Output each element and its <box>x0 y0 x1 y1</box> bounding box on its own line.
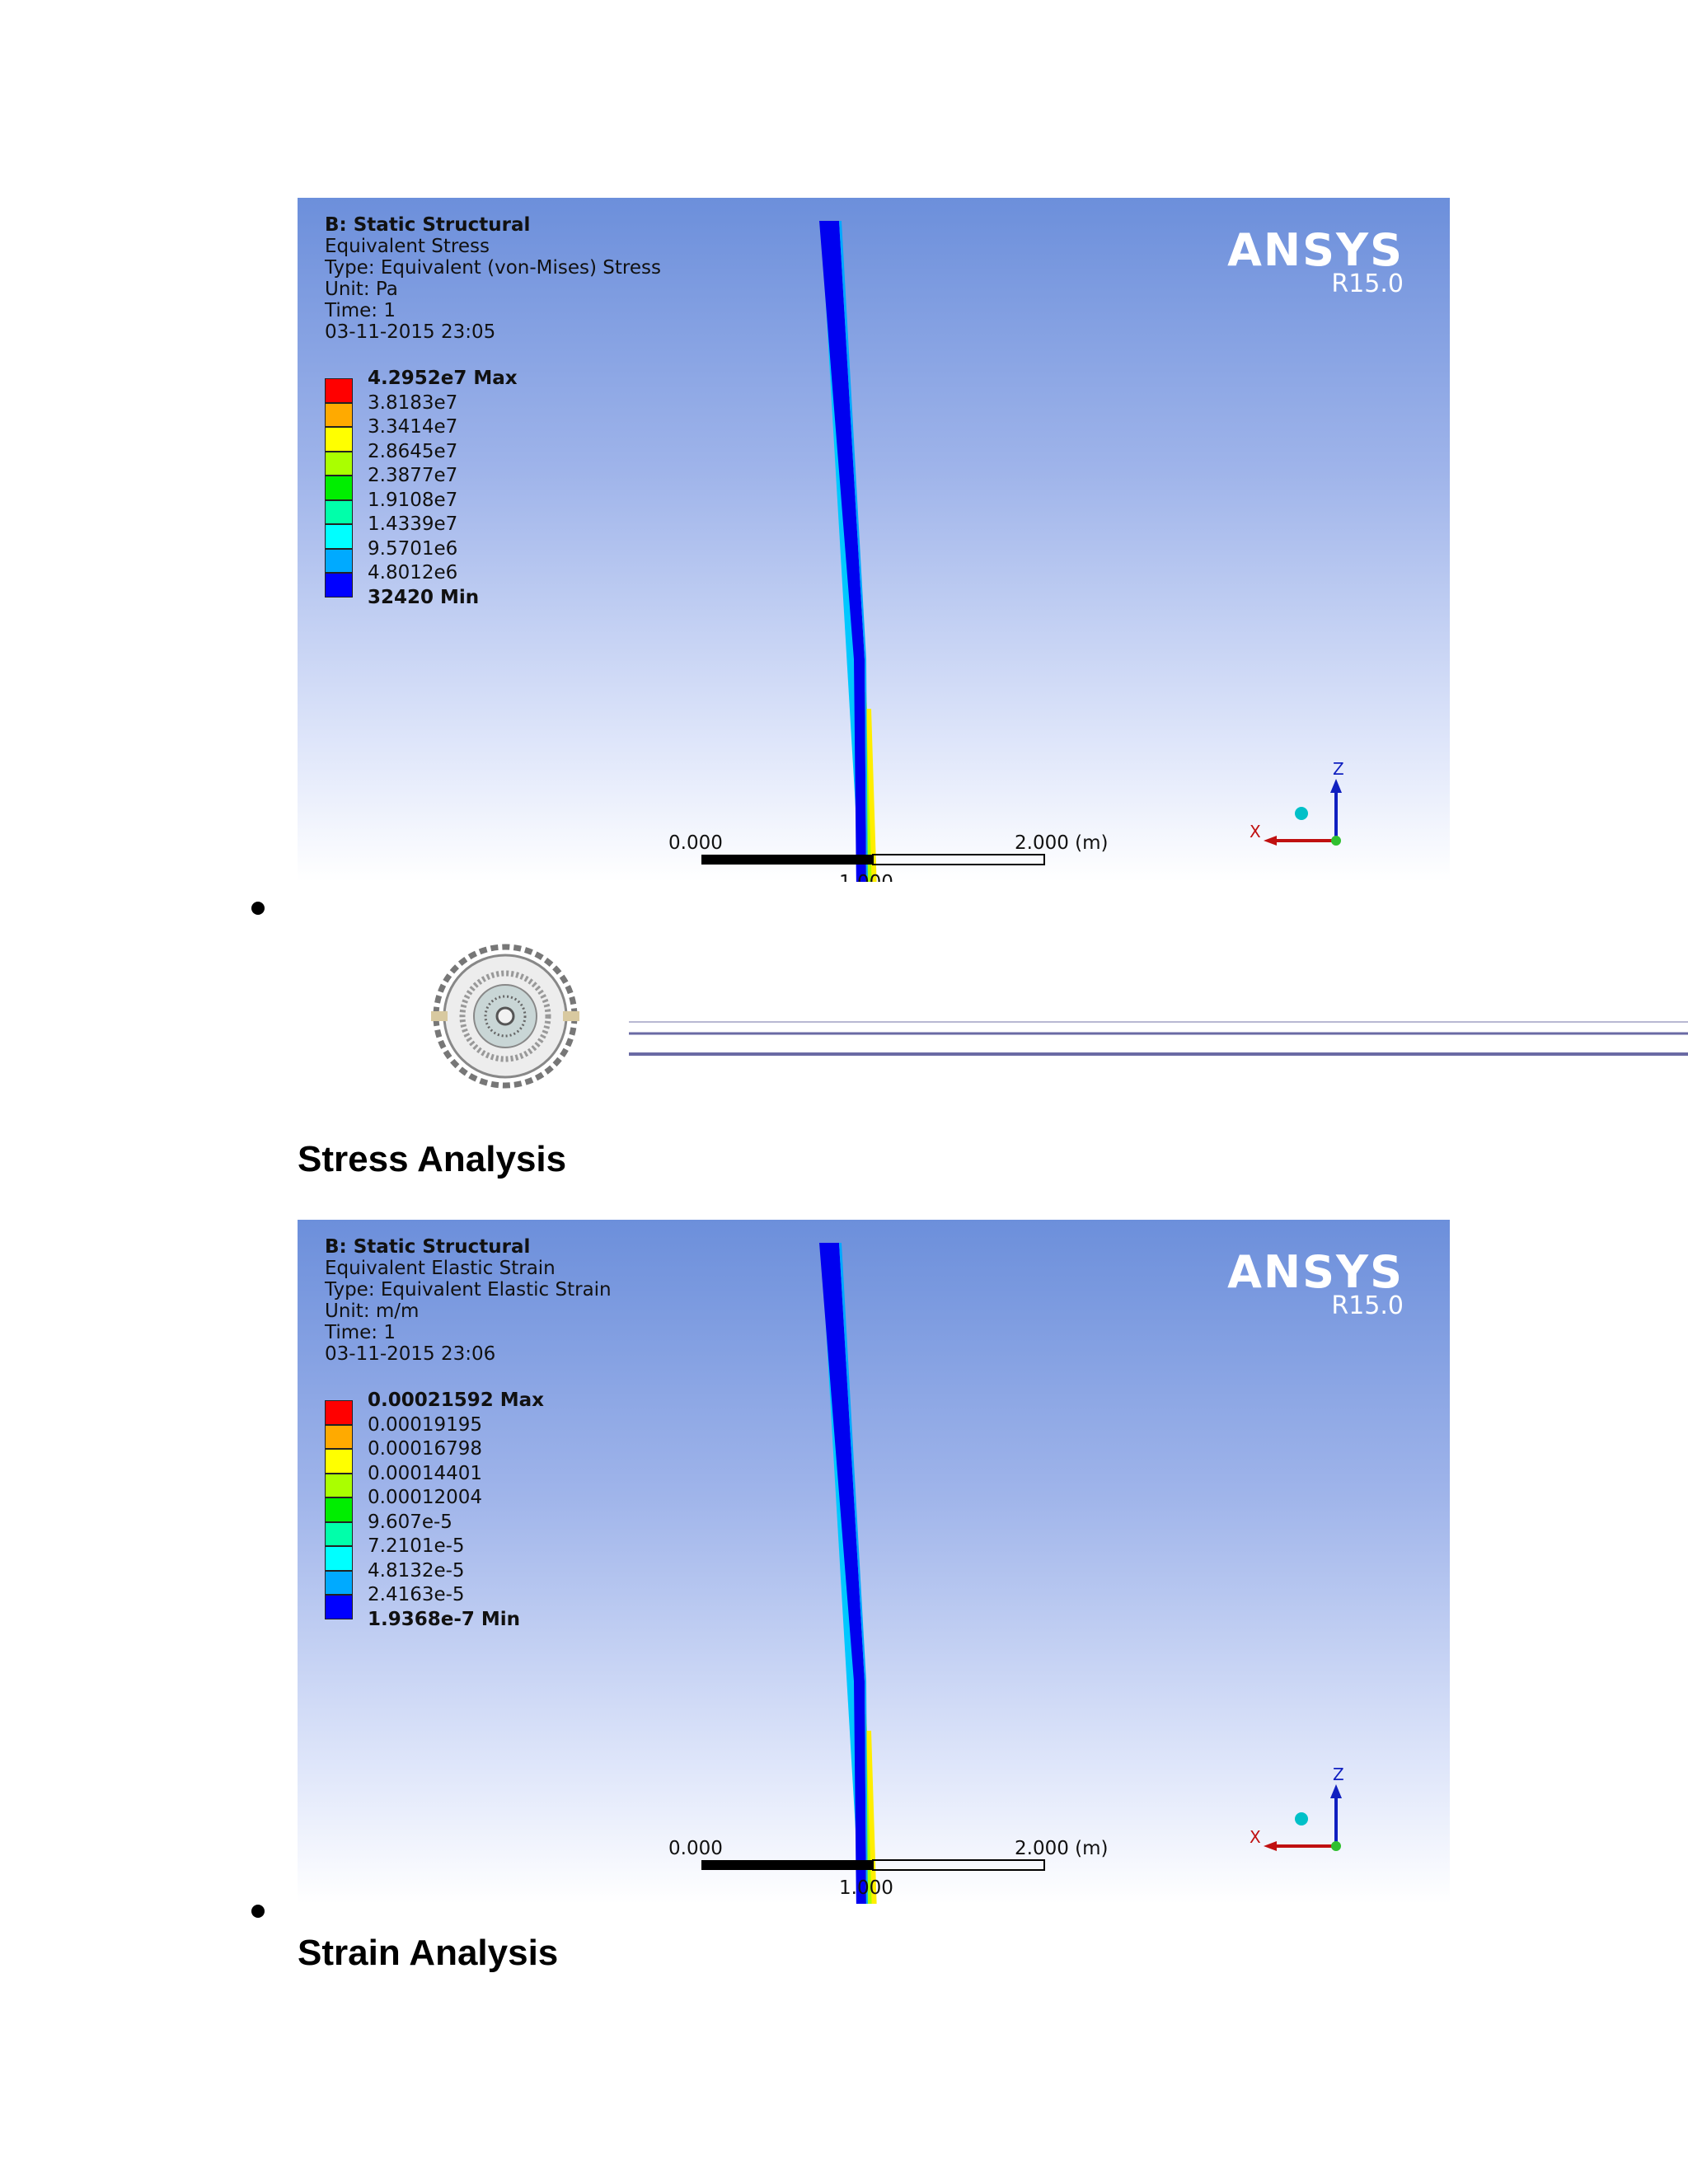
legend-swatch <box>325 499 353 524</box>
legend-label: 2.4163e-5 <box>368 1584 465 1605</box>
legend-swatch <box>325 476 353 500</box>
result-date: 03-11-2015 23:05 <box>325 321 496 343</box>
bullet-marker <box>251 902 265 915</box>
scale-bar: 0.000 2.000 (m) 1.000 <box>668 1838 1109 1899</box>
legend-label: 0.00019195 <box>368 1413 483 1436</box>
brand-name: ANSYS <box>1227 224 1404 276</box>
scale-bar: 0.000 2.000 (m) 1.000 <box>668 832 1109 882</box>
legend-swatch <box>325 1595 353 1619</box>
strain-result-viewport: B: Static Structural Equivalent Elastic … <box>298 1220 1450 1904</box>
bullet-marker <box>251 1905 265 1918</box>
legend-label: 3.8183e7 <box>368 391 458 414</box>
header-rule <box>629 1021 1688 1056</box>
legend-label: 1.9108e7 <box>368 489 458 511</box>
legend-label: 4.2952e7 Max <box>368 368 518 389</box>
legend-swatch <box>325 1473 353 1497</box>
scale-label-left: 0.000 <box>668 832 723 854</box>
legend-swatch <box>325 573 353 598</box>
legend-swatch <box>325 1570 353 1595</box>
result-info: B: Static Structural Equivalent Elastic … <box>325 1236 612 1365</box>
scale-label-right: 2.000 (m) <box>1015 832 1109 854</box>
result-unit: Unit: m/m <box>325 1301 420 1322</box>
result-info: B: Static Structural Equivalent Stress T… <box>325 214 661 343</box>
legend-swatch <box>325 524 353 549</box>
legend-label: 0.00016798 <box>368 1438 483 1460</box>
legend-swatch <box>325 548 353 573</box>
result-date: 03-11-2015 23:06 <box>325 1343 496 1365</box>
legend-label: 2.8645e7 <box>368 440 458 462</box>
legend-swatch <box>325 1497 353 1522</box>
legend-swatch <box>325 1449 353 1474</box>
legend-label: 4.8012e6 <box>368 562 458 583</box>
legend-label: 0.00014401 <box>368 1462 483 1484</box>
legend-label: 0.00012004 <box>368 1487 483 1508</box>
analysis-title: B: Static Structural <box>325 1236 531 1258</box>
brand-name: ANSYS <box>1227 1246 1404 1298</box>
result-type: Type: Equivalent Elastic Strain <box>325 1279 612 1301</box>
legend-label: 32420 Min <box>368 586 480 608</box>
legend-label: 2.3877e7 <box>368 465 458 486</box>
legend-swatch <box>325 1546 353 1571</box>
legend-swatch <box>325 1400 353 1425</box>
x-axis-label: X <box>1250 822 1261 841</box>
brand-version: R15.0 <box>1331 269 1404 298</box>
z-axis-label: Z <box>1333 759 1344 779</box>
legend-label: 1.4339e7 <box>368 513 458 535</box>
legend-swatch <box>325 402 353 427</box>
legend-label: 9.607e-5 <box>368 1511 452 1533</box>
ansys-logo: ANSYS R15.0 <box>1227 224 1404 298</box>
caption-strain: Strain Analysis <box>298 1933 559 1973</box>
stress-result-viewport: B: Static Structural Equivalent Stress T… <box>298 198 1450 882</box>
deformed-beam <box>819 221 877 882</box>
brand-version: R15.0 <box>1331 1291 1404 1320</box>
legend-swatch <box>325 1424 353 1449</box>
legend-label: 4.8132e-5 <box>368 1559 465 1582</box>
legend-label: 1.9368e-7 Min <box>368 1608 521 1630</box>
scale-label-left: 0.000 <box>668 1838 723 1859</box>
z-axis-label: Z <box>1333 1765 1344 1784</box>
institute-seal <box>431 944 579 1089</box>
result-unit: Unit: Pa <box>325 279 398 300</box>
scale-label-right: 2.000 (m) <box>1015 1838 1109 1859</box>
axis-triad: Z X <box>1250 1765 1344 1851</box>
result-type: Type: Equivalent (von-Mises) Stress <box>325 257 661 279</box>
legend-swatch <box>325 378 353 403</box>
axis-triad: Z X <box>1250 759 1344 846</box>
result-name: Equivalent Stress <box>325 236 490 257</box>
result-time: Time: 1 <box>325 1322 396 1343</box>
ansys-logo: ANSYS R15.0 <box>1227 1246 1404 1320</box>
legend-swatch <box>325 427 353 452</box>
legend-label: 9.5701e6 <box>368 537 458 560</box>
legend-label: 7.2101e-5 <box>368 1535 465 1557</box>
scale-label-mid: 1.000 <box>839 872 893 882</box>
deformed-beam <box>819 1243 877 1904</box>
analysis-title: B: Static Structural <box>325 214 531 236</box>
result-name: Equivalent Elastic Strain <box>325 1258 556 1279</box>
legend-swatch <box>325 1521 353 1546</box>
caption-stress: Stress Analysis <box>298 1139 567 1179</box>
result-time: Time: 1 <box>325 300 396 321</box>
scale-label-mid: 1.000 <box>839 1877 893 1899</box>
legend-label: 3.3414e7 <box>368 416 458 438</box>
legend-label: 0.00021592 Max <box>368 1390 545 1411</box>
x-axis-label: X <box>1250 1827 1261 1847</box>
legend-swatch <box>325 451 353 476</box>
